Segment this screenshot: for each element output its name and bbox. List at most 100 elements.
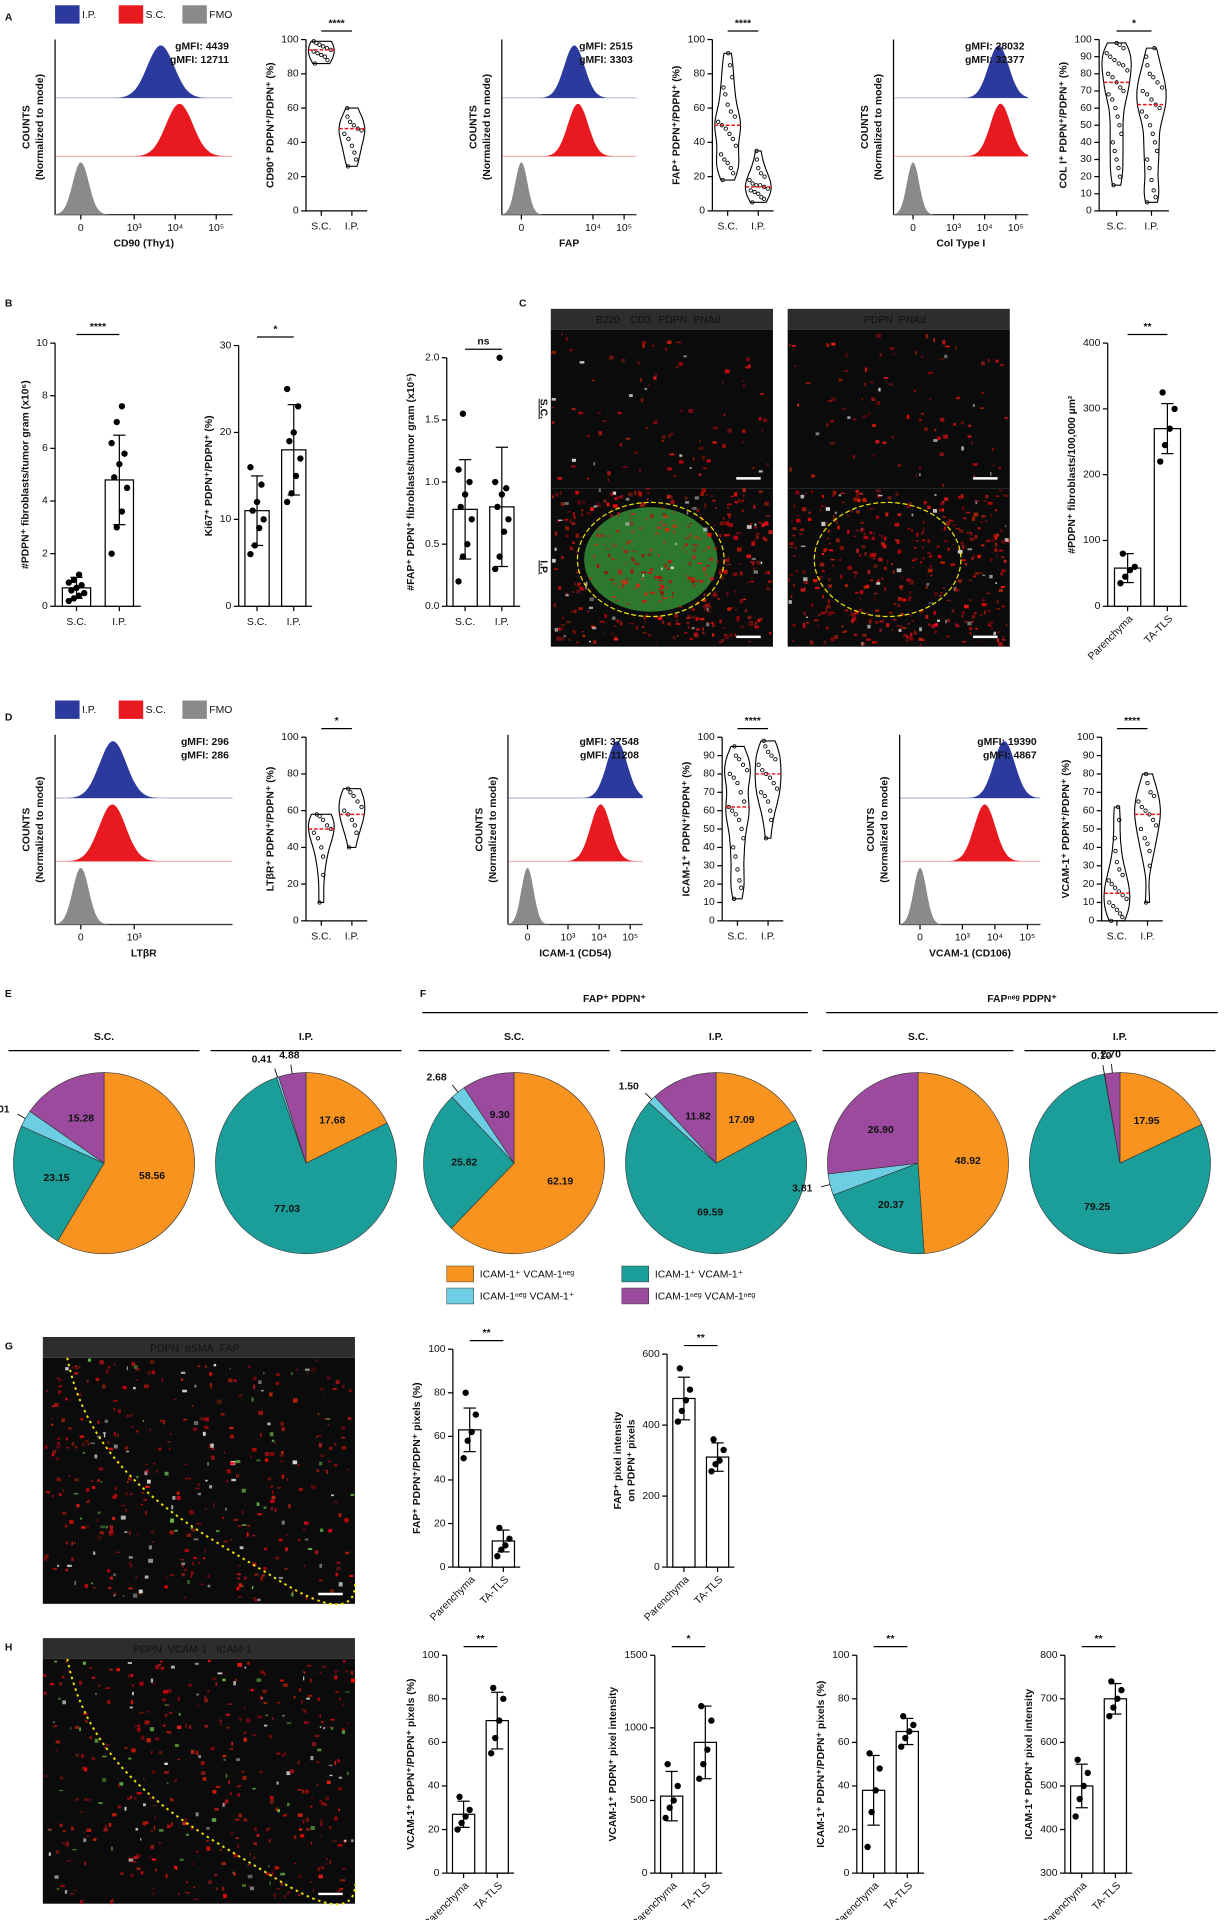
image-texture: [170, 1518, 174, 1523]
image-texture: [826, 604, 831, 609]
data-point: [731, 845, 736, 850]
image-texture: [994, 542, 998, 547]
image-texture: [644, 387, 648, 391]
image-texture: [639, 468, 641, 473]
value-label: 2.68: [426, 1073, 446, 1084]
x-tick-label: TA-TLS: [882, 1880, 915, 1913]
image-texture: [274, 1508, 277, 1513]
data-point: [756, 191, 761, 196]
image-texture: [113, 1400, 118, 1402]
image-texture: [81, 1766, 86, 1771]
image-texture: [165, 1873, 168, 1878]
image-texture: [900, 613, 904, 616]
image-texture: [301, 1700, 304, 1704]
image-texture: [853, 535, 857, 537]
image-texture: [317, 1435, 322, 1437]
image-texture: [881, 577, 884, 580]
data-point: [1143, 900, 1149, 905]
image-texture: [742, 488, 746, 493]
image-texture: [847, 416, 851, 420]
data-point: [494, 503, 501, 511]
image-texture: [787, 577, 790, 583]
image-texture: [605, 548, 610, 550]
legend-swatch: [621, 1287, 649, 1305]
image-texture: [662, 524, 666, 527]
data-point: [732, 744, 737, 749]
image-texture: [176, 1491, 180, 1495]
image-texture: [876, 582, 881, 585]
y-tick-label: 100: [1077, 732, 1095, 743]
image-texture: [766, 462, 769, 466]
image-texture: [826, 537, 830, 540]
label-leader: [274, 1068, 278, 1078]
image-texture: [554, 547, 557, 551]
data-point: [496, 354, 503, 361]
image-texture: [238, 1583, 243, 1588]
y-tick-label: 20: [434, 1518, 446, 1529]
image-texture: [925, 615, 929, 619]
image-texture: [642, 599, 647, 603]
image-texture: [222, 1754, 227, 1758]
data-point: [317, 814, 322, 819]
channel-label: PNAd: [899, 315, 926, 326]
image-texture: [691, 627, 695, 630]
image-texture: [644, 592, 648, 596]
value-label: 15.28: [68, 1114, 94, 1125]
data-point: [728, 165, 733, 171]
image-texture: [629, 623, 635, 625]
image-texture: [343, 1660, 346, 1663]
image-texture: [189, 1725, 192, 1729]
image-texture: [235, 1837, 239, 1840]
image-texture: [316, 1783, 319, 1786]
data-point: [464, 1437, 471, 1444]
image-texture: [866, 612, 869, 615]
data-point: [1111, 183, 1116, 188]
image-texture: [932, 509, 937, 513]
image-texture: [712, 499, 716, 502]
y-tick-label: 20: [838, 1824, 850, 1835]
image-texture: [130, 1873, 134, 1878]
image-texture: [740, 500, 742, 503]
y-tick-label: 80: [428, 1694, 440, 1705]
image-texture: [767, 585, 769, 588]
image-texture: [557, 519, 560, 523]
image-texture: [341, 1384, 345, 1388]
panel-label: E: [5, 989, 12, 1000]
image-texture: [263, 1701, 268, 1705]
data-point: [1131, 563, 1138, 570]
image-texture: [164, 1771, 169, 1774]
label-leader: [644, 1092, 653, 1100]
data-point: [1110, 140, 1115, 145]
image-texture: [647, 553, 652, 556]
image-texture: [753, 570, 759, 574]
image-texture: [873, 598, 876, 601]
image-texture: [789, 467, 792, 472]
image-texture: [46, 1390, 49, 1393]
image-texture: [691, 608, 695, 611]
image-texture: [573, 512, 575, 516]
image-texture: [900, 589, 903, 591]
data-point: [1115, 804, 1121, 810]
channel-label: VCAM-1: [168, 1644, 207, 1655]
image-texture: [174, 1779, 177, 1782]
image-texture: [124, 1446, 128, 1450]
value-label: 3.81: [792, 1184, 812, 1195]
image-texture: [229, 1368, 232, 1370]
image-texture: [299, 1874, 302, 1879]
image-texture: [160, 1667, 165, 1670]
image-texture: [319, 1726, 322, 1728]
image-texture: [643, 616, 646, 620]
image-texture: [754, 625, 759, 629]
image-texture: [250, 1688, 254, 1692]
image-texture: [85, 1835, 91, 1837]
data-point: [345, 114, 350, 119]
image-texture: [802, 624, 806, 629]
y-tick-label: 40: [287, 137, 299, 148]
value-label: 0.41: [252, 1055, 272, 1066]
image-texture: [307, 1665, 311, 1667]
image-texture: [940, 417, 945, 422]
image-texture: [792, 623, 796, 627]
image-texture: [650, 513, 654, 519]
image-texture: [208, 1880, 213, 1884]
image-texture: [995, 359, 999, 363]
